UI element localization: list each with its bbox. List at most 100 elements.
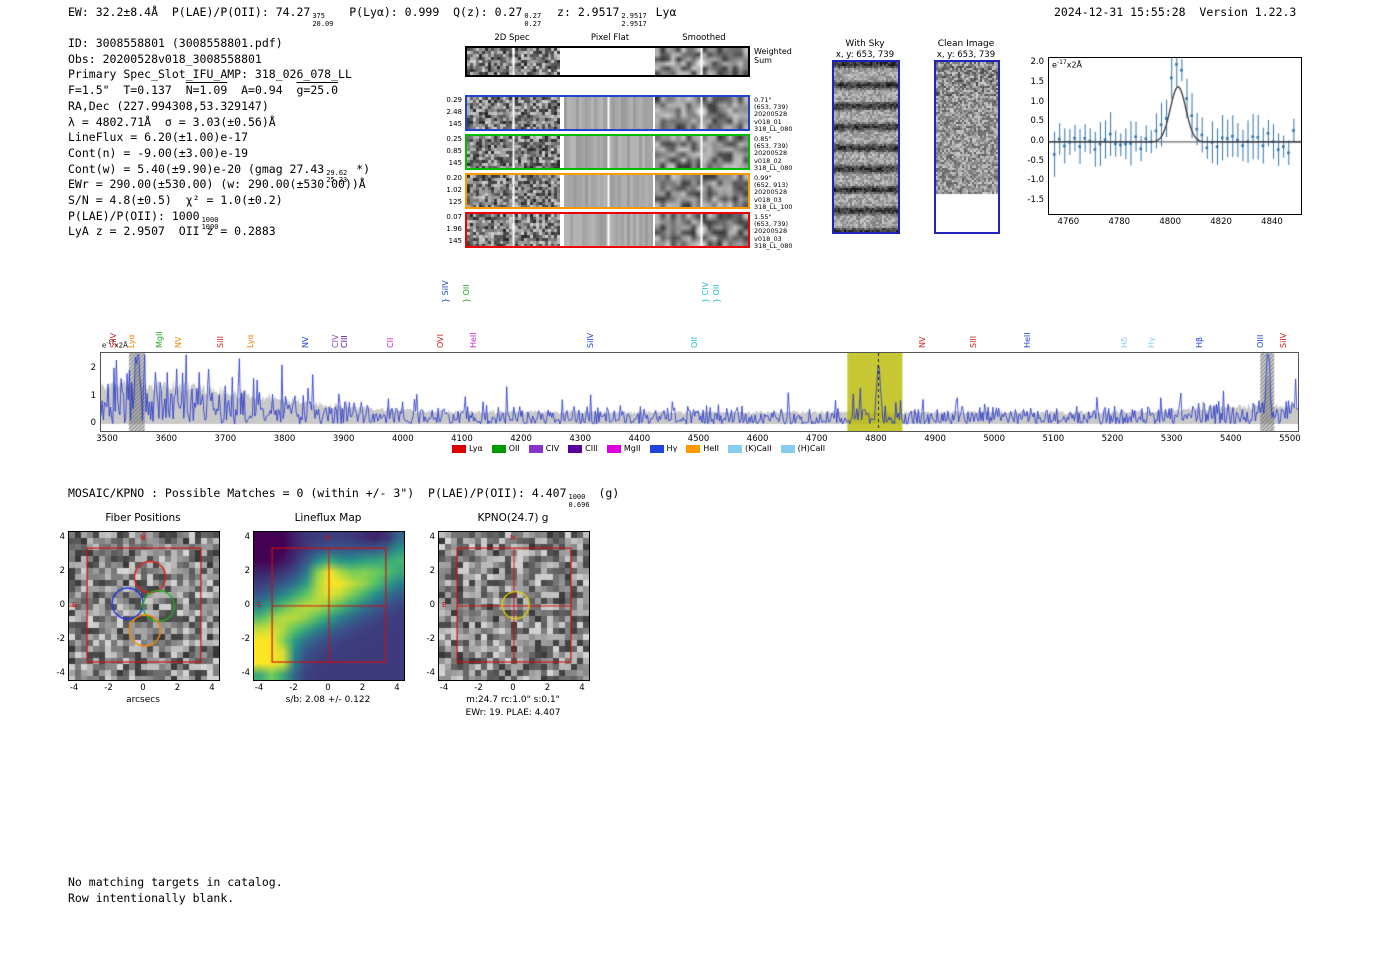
emission-line-label: OII <box>689 336 699 348</box>
panel-y-tick: 0 <box>429 599 435 610</box>
panel-x-tick: -2 <box>289 683 298 693</box>
spectrum-x-tick: 5300 <box>1160 434 1183 444</box>
info-line: ID: 3008558801 (3008558801.pdf) <box>68 36 283 50</box>
legend-swatch <box>780 444 795 453</box>
text-segment: *) <box>349 161 371 176</box>
legend-item: OII <box>491 444 520 453</box>
spec2d-left-tick: 0.25 <box>446 135 462 143</box>
emission-line-label: CII <box>385 337 395 348</box>
text-segment: Lyα <box>648 5 677 19</box>
spec2d-left-tick: 145 <box>448 120 462 128</box>
spec2d-right-annotation: v018_03 <box>754 195 782 204</box>
spec2d-row <box>465 46 750 77</box>
panel-x-tick: -4 <box>69 683 79 693</box>
spec2d-smoothed-image <box>655 97 748 129</box>
spectrum-x-tick: 5100 <box>1042 434 1065 444</box>
spec2d-flat-image <box>564 136 653 168</box>
spec2d-right-annotation: Sum <box>754 56 772 65</box>
legend-swatch <box>606 444 621 453</box>
compass-north-label: N <box>325 534 331 542</box>
spectrum-x-tick: 3500 <box>96 434 118 444</box>
panel-x-tick: -4 <box>439 683 449 693</box>
spec2d-right-annotation: (652, 913) <box>754 181 789 190</box>
spectrum-x-tick: 4200 <box>510 434 532 444</box>
spec2d-left-tick: 0.20 <box>446 174 462 182</box>
panel-xlabel-2: EWr: 19. PLAE: 4.407 <box>465 708 561 718</box>
fit-plot-y-tick: -1.5 <box>1027 195 1044 205</box>
info-line: F=1.5" T=0.137 N=1.09 A=0.94 g=25.0 <box>68 83 338 97</box>
spectrum-y-tick: 2 <box>90 362 96 373</box>
panel-x-tick: 4 <box>579 683 585 693</box>
spec2d-right-annotation: 318_LL_100 <box>754 202 793 211</box>
stacked-fraction: 1000 0.696 <box>568 493 590 509</box>
fit-plot-units-annotation: e-17x2Å <box>1052 59 1083 70</box>
spec2d-left-tick: 1.96 <box>446 225 462 233</box>
emission-line-label: SiIV <box>109 332 119 348</box>
panel-y-tick: 2 <box>59 565 65 576</box>
spectrum-units-annotation: e-17x2Å <box>102 340 128 350</box>
spec2d-right-annotation: Weighted <box>754 47 792 56</box>
spec2d-left-tick: 145 <box>448 237 462 245</box>
panel-y-tick: 4 <box>59 531 65 542</box>
spectrum-x-tick: 4300 <box>569 434 592 444</box>
spec2d-spec-image <box>467 48 560 75</box>
text-segment: EW: 32.2±8.4Å P(LAE)/P(OII): 74.27 <box>68 5 311 19</box>
info-line: RA,Dec (227.994308,53.329147) <box>68 99 269 113</box>
text-segment: P(Lyα): 0.999 Q(z): 0.27 <box>335 5 523 19</box>
panel-y-tick: 2 <box>429 565 435 576</box>
spec2d-left-tick: 0.07 <box>446 213 462 221</box>
panel-x-tick: 2 <box>544 683 551 693</box>
with-sky-coords: x, y: 653, 739 <box>835 50 895 60</box>
text-segment: LineFlux = 6.20(±1.00)e-17 <box>68 130 249 145</box>
spec2d-col-header: Pixel Flat <box>590 33 630 43</box>
spec2d-right-annotation: v018_03 <box>754 234 782 243</box>
panel-x-tick: -2 <box>474 683 483 693</box>
legend-label: Lyα <box>469 444 483 453</box>
spec2d-row <box>465 212 750 248</box>
spec2d-right-annotation: 318_LL_080 <box>754 124 793 133</box>
spec2d-right-annotation: 318_LL_080 <box>754 241 793 250</box>
text-segment: z: 2.9517 <box>543 5 620 19</box>
timestamp: 2024-12-31 15:55:28 <box>1054 5 1186 19</box>
legend-label: (H)CaII <box>797 444 826 453</box>
spec2d-col-header: 2D Spec <box>494 33 530 43</box>
info-line: Obs: 20200528v018_3008558801 <box>68 52 262 66</box>
legend-label: HeII <box>703 444 719 453</box>
spec2d-left-tick: 1.02 <box>446 186 462 194</box>
spectrum-x-tick: 5500 <box>1279 434 1301 444</box>
fiber-image <box>68 531 220 681</box>
text-segment: g=25.0 <box>296 83 339 98</box>
stacked-fraction: 29.62 25.23 <box>326 168 348 185</box>
compass-north-label: N <box>140 534 146 542</box>
legend-item: CIII <box>568 444 598 453</box>
spec2d-row <box>465 95 750 131</box>
panel-x-tick: 2 <box>359 683 366 693</box>
panel-title-kpno: KPNO(24.7) g <box>477 512 549 524</box>
emission-line-label: HeII <box>1023 332 1033 348</box>
legend-label: (K)CaII <box>744 444 772 453</box>
spec2d-right-annotation: 20200528 <box>754 188 788 197</box>
emission-line-label: NV <box>917 336 927 348</box>
emission-line-label: SIII <box>969 335 978 348</box>
mosaic-match-line: MOSAIC/KPNO : Possible Matches = 0 (with… <box>68 486 619 509</box>
spectrum-x-tick: 3900 <box>332 434 355 444</box>
emission-line-label: HeII <box>468 332 478 348</box>
spec2d-left-tick: 2.48 <box>446 108 462 116</box>
lineflux-image <box>253 531 405 681</box>
text-segment: S/N = 4.8(±0.5) χ² = 1.0(±0.2) <box>68 193 283 207</box>
legend-label: OII <box>508 444 520 453</box>
legend-item: (H)CaII <box>780 444 826 453</box>
spectrum-x-tick: 4400 <box>628 434 651 444</box>
text-segment: Primary Spec_Slot_IFU_AMP: 318_026_078_L… <box>68 67 352 82</box>
legend-swatch <box>528 444 543 453</box>
panel-y-tick: -2 <box>56 633 65 644</box>
spectrum-x-tick: 4100 <box>451 434 473 444</box>
compass-east-label: E <box>257 601 262 609</box>
emission-line-label: } OII <box>712 284 722 303</box>
spec2d-right-annotation: 0.85" <box>754 135 772 143</box>
text-segment: ID: 3008558801 (3008558801.pdf) <box>68 36 283 50</box>
text-segment: Cont(n) = -9.00(±3.00)e-19 <box>68 145 249 160</box>
spec2d-right-annotation: v018_02 <box>754 156 782 165</box>
fit-plot-y-tick: 1.0 <box>1030 96 1044 107</box>
